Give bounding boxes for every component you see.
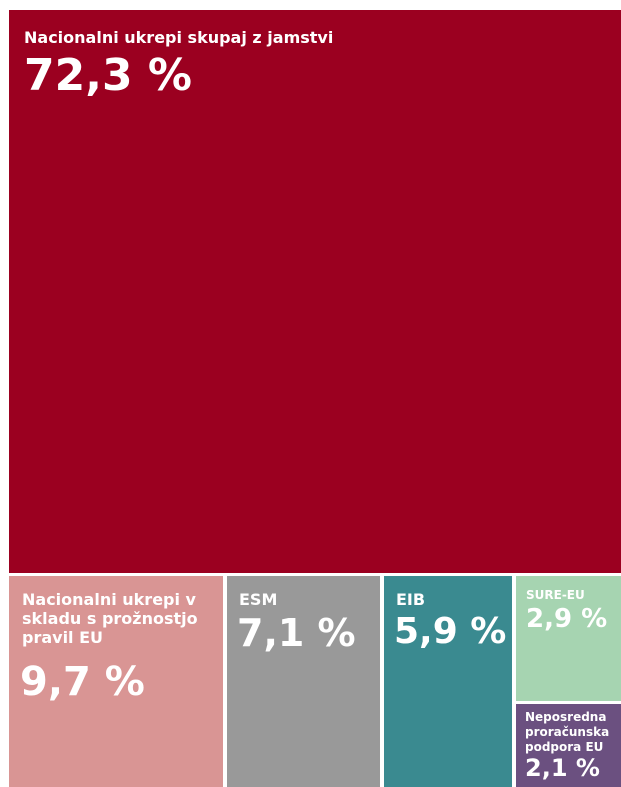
- tile-sure-eu: SURE-EU 2,9 %: [516, 576, 621, 701]
- tile-label: SURE-EU: [526, 588, 585, 602]
- tile-esm: ESM 7,1 %: [227, 576, 380, 787]
- tile-label: Neposredna proračunska podpora EU: [525, 710, 610, 754]
- tile-direct-budget-support: Neposredna proračunska podpora EU 2,1 %: [516, 704, 621, 787]
- tile-value: 5,9 %: [394, 611, 507, 652]
- tile-label: Nacionalni ukrepi v skladu s prožnostjo …: [22, 590, 198, 647]
- tile-value: 2,1 %: [525, 754, 600, 782]
- tile-value: 2,9 %: [526, 604, 608, 634]
- tile-label: ESM: [239, 590, 278, 609]
- tile-value: 7,1 %: [237, 611, 356, 655]
- tile-label: EIB: [396, 590, 426, 609]
- tile-eib: EIB 5,9 %: [384, 576, 512, 787]
- tile-national-measures-flexibility: Nacionalni ukrepi v skladu s prožnostjo …: [9, 576, 223, 787]
- tile-value: 9,7 %: [20, 659, 145, 705]
- tile-national-measures-guarantees: Nacionalni ukrepi skupaj z jamstvi 72,3 …: [9, 10, 621, 573]
- tile-value: 72,3 %: [24, 50, 192, 101]
- tile-label: Nacionalni ukrepi skupaj z jamstvi: [24, 28, 334, 47]
